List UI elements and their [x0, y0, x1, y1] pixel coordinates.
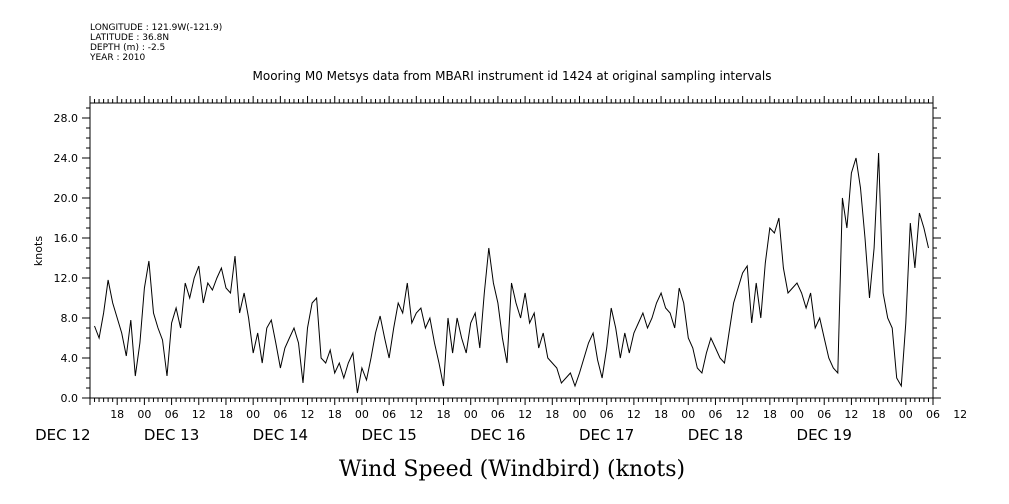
x-hour-tick-label: 18: [545, 408, 559, 421]
x-hour-tick-label: 12: [518, 408, 532, 421]
x-hour-tick-label: 18: [763, 408, 777, 421]
x-hour-tick-label: 06: [926, 408, 940, 421]
x-hour-labels: 18 00 06 12 18 00 06 12 18 00 06 12 18 00 06 12 18 00 06 12…: [110, 408, 967, 421]
x-ticks: [89, 96, 934, 405]
x-hour-tick-label: 06: [165, 408, 179, 421]
x-hour-tick-label: 06: [382, 408, 396, 421]
x-day-tick-label: DEC 18: [688, 426, 743, 444]
x-hour-tick-label: 00: [790, 408, 804, 421]
y-tick-label: 28.0: [54, 112, 79, 125]
x-hour-tick-label: 06: [491, 408, 505, 421]
x-day-tick-label: DEC 12: [35, 426, 90, 444]
x-hour-tick-label: 00: [899, 408, 913, 421]
x-hour-tick-label: 18: [654, 408, 668, 421]
y-tick-label: 8.0: [61, 312, 79, 325]
x-hour-tick-label: 12: [192, 408, 206, 421]
y-axis-label: knots: [32, 236, 45, 266]
x-day-tick-label: DEC 13: [144, 426, 199, 444]
plot-frame: [89, 102, 934, 399]
y-tick-label: 24.0: [54, 152, 79, 165]
metadata-block: LONGITUDE : 121.9W(-121.9) LATITUDE : 36…: [89, 23, 222, 63]
x-hour-tick-label: 06: [600, 408, 614, 421]
x-day-tick-label: DEC 19: [797, 426, 852, 444]
x-hour-tick-label: 18: [219, 408, 233, 421]
x-hour-tick-label: 00: [464, 408, 478, 421]
x-hour-tick-label: 12: [301, 408, 315, 421]
year-text: YEAR : 2010: [89, 53, 146, 63]
x-hour-tick-label: 12: [627, 408, 641, 421]
x-hour-tick-label: 12: [736, 408, 750, 421]
x-hour-tick-label: 18: [328, 408, 342, 421]
y-tick-label: 16.0: [54, 232, 79, 245]
x-day-tick-label: DEC 16: [470, 426, 525, 444]
x-hour-tick-label: 06: [817, 408, 831, 421]
depth-text: DEPTH (m) : -2.5: [90, 43, 165, 53]
x-hour-tick-label: 00: [355, 408, 369, 421]
x-hour-tick-label: 18: [872, 408, 886, 421]
y-tick-label: 4.0: [61, 352, 79, 365]
latitude-text: LATITUDE : 36.8N: [90, 33, 169, 43]
y-tick-label: 0.0: [61, 392, 79, 405]
x-hour-tick-label: 12: [844, 408, 858, 421]
x-day-labels: DEC 12 DEC 13 DEC 14 DEC 15 DEC 16 DEC 17 DEC …: [35, 426, 852, 444]
x-day-tick-label: DEC 14: [253, 426, 308, 444]
y-tick-label: 12.0: [54, 272, 79, 285]
x-hour-tick-label: 12: [953, 408, 967, 421]
y-ticks: 0.0 4.0 8.0 12.0 16.0 20.0 24.0 28.0: [54, 107, 941, 405]
series-line-wind-speed: [94, 152, 929, 394]
x-hour-tick-label: 00: [246, 408, 260, 421]
x-day-tick-label: DEC 15: [361, 426, 416, 444]
x-hour-tick-label: 00: [681, 408, 695, 421]
y-tick-label: 20.0: [54, 192, 79, 205]
chart-title: Mooring M0 Metsys data from MBARI instru…: [253, 69, 772, 83]
x-hour-tick-label: 18: [437, 408, 451, 421]
x-hour-tick-label: 12: [409, 408, 423, 421]
x-hour-tick-label: 06: [273, 408, 287, 421]
longitude-text: LONGITUDE : 121.9W(-121.9): [90, 23, 222, 33]
x-hour-tick-label: 00: [137, 408, 151, 421]
x-day-tick-label: DEC 17: [579, 426, 634, 444]
x-hour-tick-label: 00: [572, 408, 586, 421]
x-hour-tick-label: 18: [110, 408, 124, 421]
x-axis-title: Wind Speed (Windbird) (knots): [339, 457, 685, 482]
x-hour-tick-label: 06: [708, 408, 722, 421]
